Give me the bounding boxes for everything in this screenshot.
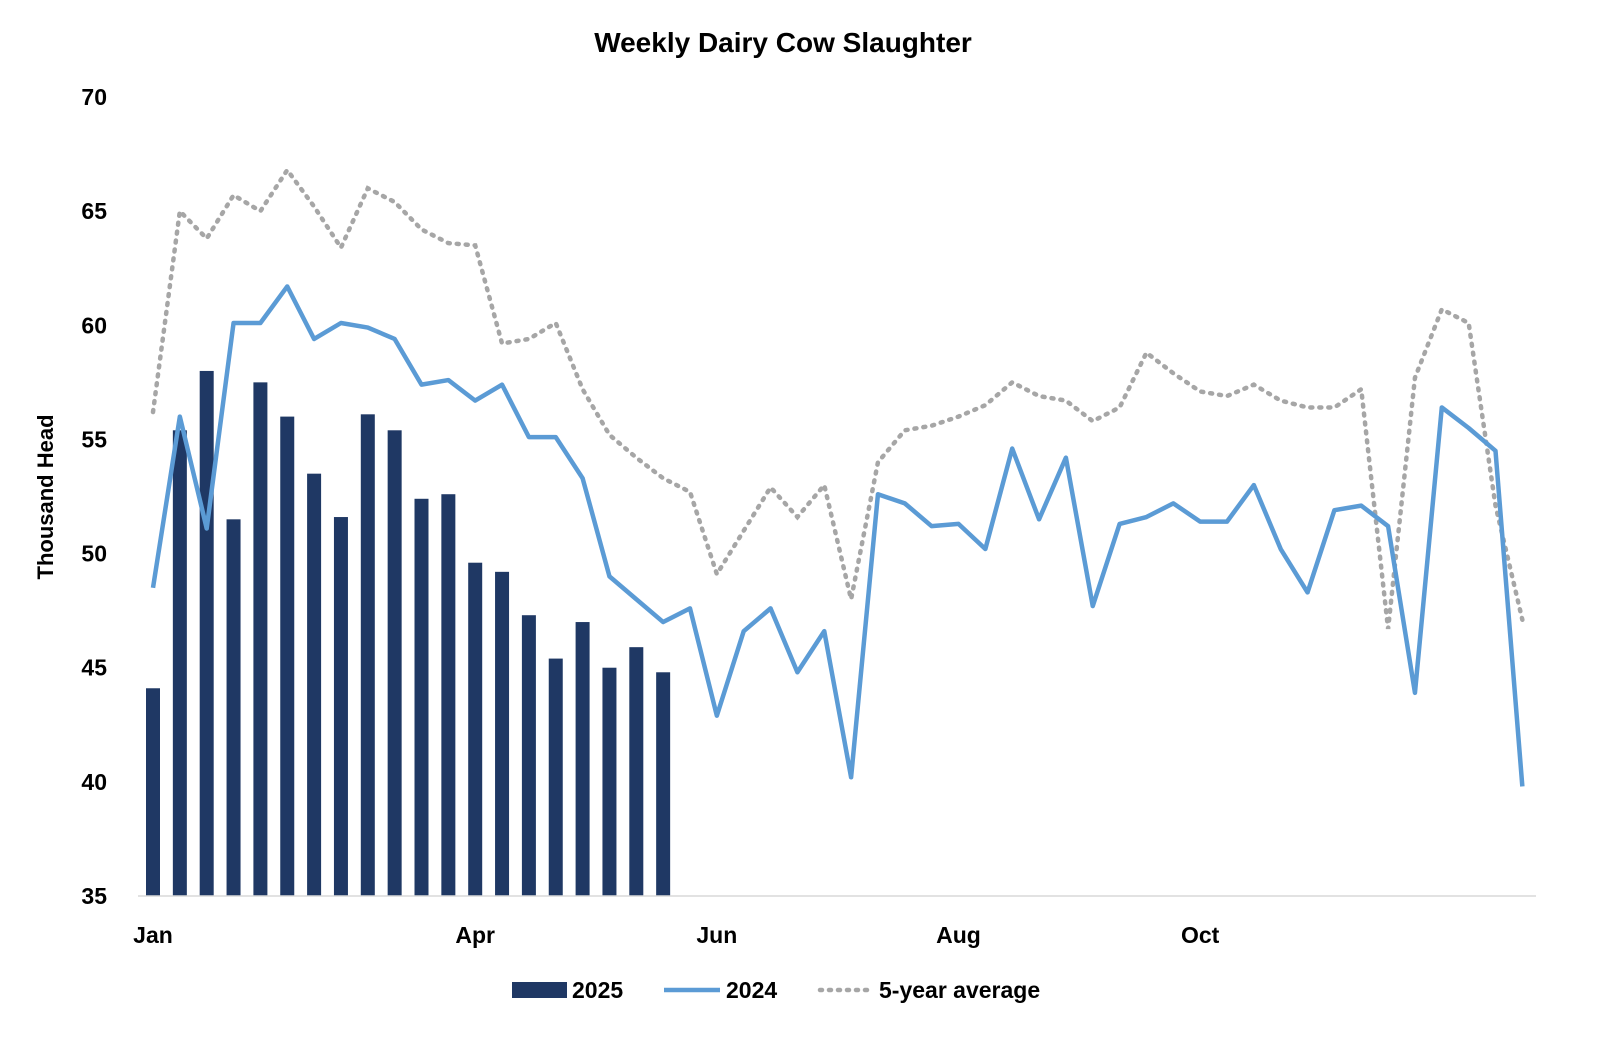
y-axis-label: Thousand Head [33,414,58,579]
x-tick-label: Jan [133,922,173,948]
legend-label-2025: 2025 [572,977,623,1003]
y-tick-label: 65 [81,198,107,224]
y-tick-label: 70 [81,84,107,110]
bar-2025 [414,498,429,896]
bar-2025 [253,382,268,896]
legend-swatch-2025 [512,982,567,998]
x-tick-label: Apr [455,922,495,948]
bar-2025 [575,622,590,896]
x-tick-label: Aug [936,922,981,948]
bar-2025 [468,562,483,896]
bar-2025 [226,519,241,896]
bar-2025 [172,430,187,896]
y-tick-label: 40 [81,769,107,795]
legend-label-5-year-average: 5-year average [879,977,1040,1003]
bar-2025 [602,667,617,896]
y-tick-labels: 35 40 45 50 55 60 65 70 [81,84,107,909]
bar-2025 [280,416,295,896]
bar-2025 [333,517,348,896]
chart-title: Weekly Dairy Cow Slaughter [594,27,972,58]
line-2024 [150,284,1525,787]
bar-2025 [307,473,322,896]
bar-2025 [360,414,375,896]
bar-2025 [548,658,563,896]
bar-2025 [387,430,402,896]
y-tick-label: 60 [81,312,107,338]
bar-2025 [521,615,536,896]
bar-2025 [629,647,644,896]
y-tick-label: 45 [81,655,107,681]
bars-2025 [146,370,671,896]
y-tick-label: 35 [81,883,107,909]
x-tick-labels: Jan Apr Jun Aug Oct [133,922,1219,948]
legend: 2025 2024 5-year average [512,977,1040,1003]
legend-label-2024: 2024 [726,977,777,1003]
y-tick-label: 55 [81,426,107,452]
bar-2025 [199,370,214,896]
x-tick-label: Oct [1181,922,1220,948]
bar-2025 [495,571,510,896]
bar-2025 [146,688,160,896]
x-tick-label: Jun [696,922,737,948]
bar-2025 [656,672,671,896]
bar-2025 [441,494,456,896]
y-tick-label: 50 [81,541,107,567]
line-5-year-average [150,166,1525,630]
